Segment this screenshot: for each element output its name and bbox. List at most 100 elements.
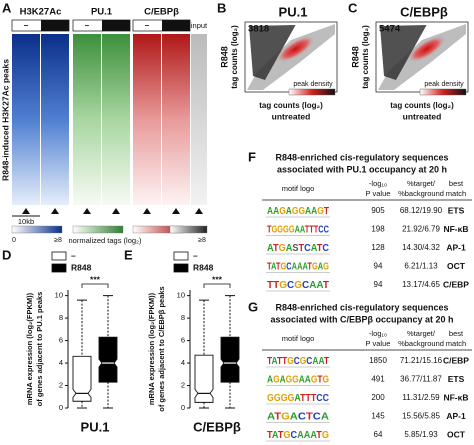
density-colorbar (419, 88, 467, 96)
motif-logo: ATGACTCA (267, 411, 329, 422)
peak-center (22, 208, 30, 214)
significance-bracket (203, 283, 231, 288)
peak-count: 5474 (379, 24, 401, 35)
heatmap-core (83, 34, 91, 205)
significance: *** (90, 274, 101, 284)
legend-label: R848 (71, 262, 92, 272)
box (72, 355, 92, 402)
p-value: 198 (371, 225, 385, 234)
peak-count: 3818 (248, 24, 269, 35)
motif-logo: TTGCGCAAT (267, 280, 329, 291)
column-header: P value (366, 189, 391, 198)
density-core (276, 35, 315, 63)
box (194, 354, 214, 403)
condition-label: – (24, 21, 29, 30)
panel-title: PU.1 (279, 4, 308, 19)
scale-label: 10kb (18, 217, 34, 226)
column-header: %background (398, 189, 444, 198)
condition-fill (41, 20, 69, 31)
enriched-points (249, 25, 296, 80)
column-header: match (446, 339, 466, 348)
y-tick-label: 10 (55, 291, 63, 300)
condition-label: – (85, 21, 90, 30)
motif-logo: TATTGCGCAAT (267, 356, 329, 367)
colorbar-max: ≥8 (198, 237, 206, 244)
input-label: input (191, 21, 208, 30)
legend-swatch (173, 263, 189, 273)
motif-logo: AAGAGGAAGT (267, 206, 329, 217)
heatmap (191, 34, 207, 205)
colorbar (169, 225, 208, 234)
track-name: PU.1 (91, 7, 113, 18)
column-header: best (449, 329, 464, 338)
track-name: C/EBPβ (144, 7, 179, 18)
density-label: peak density (293, 81, 333, 88)
x-axis-label: untreated (272, 111, 311, 121)
p-value: 145 (371, 412, 385, 421)
peak-center (143, 208, 151, 214)
legend-label: R848 (193, 262, 214, 272)
percent-ratio: 6.21/1.13 (404, 262, 438, 271)
best-match: C/EBP (443, 279, 469, 289)
x-axis-label: tag counts (log₂) (390, 101, 454, 110)
colorbar-min: 0 (12, 237, 16, 244)
heatmap-core (112, 34, 120, 205)
table-title: associated with PU.1 occupancy at 20 h (277, 164, 447, 174)
panel-letter: C (348, 0, 358, 15)
y-axis-label: of genes adjacent to C/EBPβ peaks (157, 286, 166, 411)
y-tick-label: 0 (181, 403, 185, 412)
panel-letter: E (124, 247, 133, 262)
panel-letter: F (248, 149, 256, 164)
heatmap-core (22, 34, 30, 205)
panel-title: PU.1 (81, 419, 110, 434)
column-header: -log₁₀ (369, 329, 387, 338)
legend-swatch (51, 251, 67, 261)
best-match: AP-1 (446, 242, 466, 252)
percent-ratio: 13.17/4.65 (402, 280, 440, 289)
heatmap-core (172, 34, 180, 205)
condition-label: R848 (45, 21, 65, 30)
y-axis-label: mRNA expression (log₂(FPKM)) (25, 292, 34, 405)
significance: *** (212, 274, 223, 284)
x-axis-label: tag counts (log₂) (259, 101, 323, 110)
y-axis-label: tag counts (log₂) (230, 25, 239, 89)
legend-label: – (71, 250, 76, 260)
panel-title: C/EBPβ (193, 419, 241, 434)
column-header: best (449, 179, 464, 188)
panel-letter: G (248, 299, 258, 314)
panel-letter: D (2, 247, 11, 262)
y-tick-label: 6 (59, 336, 63, 345)
y-axis-label: tag counts (log₂) (361, 25, 370, 89)
condition-label: R848 (166, 21, 186, 30)
motif-logo: TATGCAAATGAG (267, 261, 329, 272)
colorbar-label: normalized tags (log₂) (69, 236, 142, 245)
column-header: P value (366, 339, 391, 348)
motif-logo: AGAGGAAGTG (267, 374, 329, 385)
best-match: AP-1 (446, 411, 466, 421)
y-tick-label: 10 (177, 291, 185, 300)
motif-logo: ATGASTCATC (267, 243, 329, 254)
peak-center (172, 208, 180, 214)
table-title: associated with C/EBPβ occupancy at 20 h (270, 314, 453, 324)
percent-ratio: 14.30/4.32 (402, 243, 440, 252)
column-header: match (446, 189, 466, 198)
y-tick-label: 8 (181, 313, 185, 322)
significance-bracket (81, 283, 109, 288)
panel-letter: A (2, 0, 12, 15)
column-header: %background (398, 339, 444, 348)
density-colorbar (288, 88, 336, 96)
table-title: R848-enriched cis-regulatory sequences (275, 152, 448, 162)
p-value: 905 (371, 206, 385, 215)
percent-ratio: 11.31/2.59 (402, 393, 440, 402)
motif-logo: TGGGGAATTTCC (267, 224, 329, 235)
box (220, 336, 240, 383)
y-tick-label: 0 (59, 403, 63, 412)
colorbar (72, 225, 124, 234)
density-core (407, 35, 446, 63)
percent-ratio: 5.85/1.93 (404, 430, 438, 439)
track-name: H3K27Ac (20, 7, 62, 18)
percent-ratio: 68.12/19.90 (400, 206, 443, 215)
motif-logo: GGGGATTTCC (267, 393, 329, 404)
best-match: OCT (447, 429, 466, 439)
